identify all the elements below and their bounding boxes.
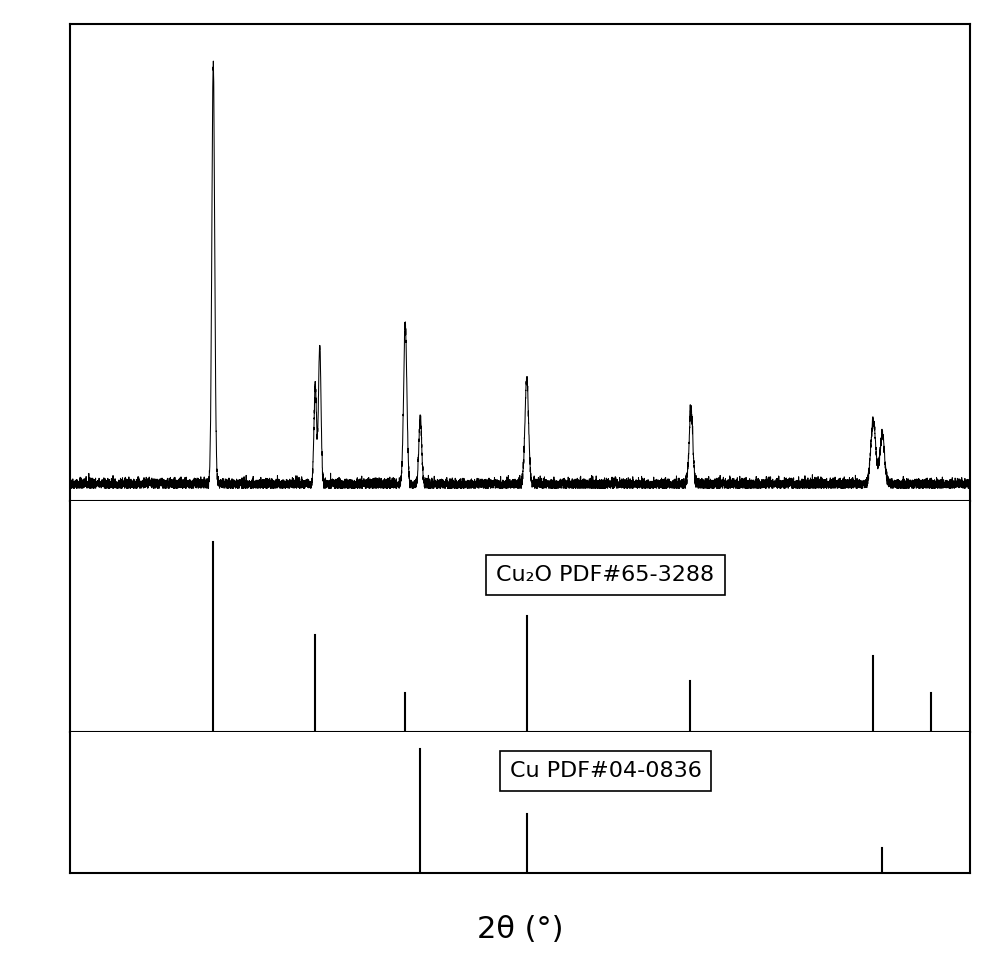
Text: Cu₂O PDF#65-3288: Cu₂O PDF#65-3288 [496, 565, 715, 585]
Text: Cu PDF#04-0836: Cu PDF#04-0836 [510, 761, 701, 782]
Text: 2θ (°): 2θ (°) [477, 915, 563, 944]
